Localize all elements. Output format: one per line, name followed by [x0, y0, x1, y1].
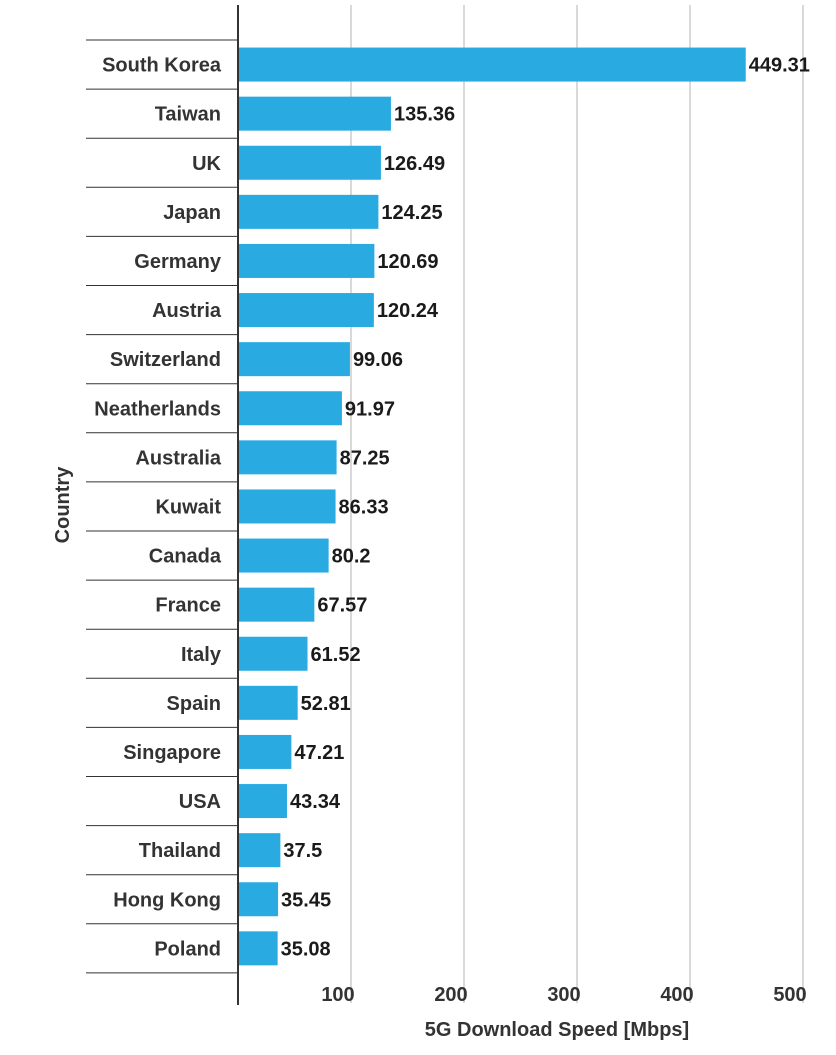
- value-label: 91.97: [345, 398, 395, 420]
- x-tick-label: 100: [321, 984, 354, 1006]
- bar: [238, 931, 278, 966]
- bar: [238, 194, 379, 229]
- value-label: 47.21: [294, 742, 344, 764]
- value-label: 120.69: [377, 251, 438, 273]
- value-label: 35.45: [281, 889, 331, 911]
- category-label: Hong Kong: [113, 889, 221, 911]
- value-label: 37.5: [283, 840, 322, 862]
- bars: [238, 47, 746, 966]
- bar: [238, 440, 337, 475]
- category-label: Switzerland: [110, 349, 221, 371]
- bar: [238, 96, 391, 131]
- x-axis-title: 5G Download Speed [Mbps]: [425, 1019, 689, 1041]
- category-label: USA: [179, 791, 221, 813]
- value-label: 87.25: [340, 447, 390, 469]
- x-tick-label: 400: [660, 984, 693, 1006]
- category-label: Spain: [167, 693, 221, 715]
- value-label: 35.08: [281, 938, 331, 960]
- bar: [238, 243, 375, 278]
- bar: [238, 636, 308, 671]
- bar: [238, 342, 350, 377]
- category-label: France: [155, 595, 221, 617]
- value-label: 99.06: [353, 349, 403, 371]
- bar: [238, 293, 374, 328]
- value-label: 126.49: [384, 153, 445, 175]
- bar: [238, 391, 342, 426]
- category-label: Poland: [154, 938, 221, 960]
- category-label: Kuwait: [155, 496, 221, 518]
- category-label: Italy: [181, 644, 222, 666]
- category-label: Neatherlands: [94, 398, 221, 420]
- value-label: 86.33: [339, 496, 389, 518]
- x-tick-label: 300: [547, 984, 580, 1006]
- value-label: 124.25: [381, 202, 442, 224]
- category-label: Australia: [135, 447, 221, 469]
- bar: [238, 784, 287, 819]
- value-label: 80.2: [332, 546, 371, 568]
- gridlines: [350, 5, 804, 1003]
- category-label: Singapore: [123, 742, 221, 764]
- labels: 100 200 300 400 500 South Korea 449.31 Taiwan 13…: [94, 55, 810, 1006]
- bar: [238, 145, 381, 180]
- y-axis-title: Country: [52, 466, 74, 544]
- value-label: 43.34: [290, 791, 341, 813]
- category-label: UK: [192, 153, 221, 175]
- value-label: 61.52: [311, 644, 361, 666]
- bar: [238, 833, 281, 868]
- value-label: 52.81: [301, 693, 351, 715]
- value-label: 135.36: [394, 104, 455, 126]
- category-label: South Korea: [102, 55, 222, 77]
- x-tick-label: 500: [773, 984, 806, 1006]
- bar: [238, 882, 279, 917]
- bar: [238, 489, 336, 524]
- category-separators: [86, 39, 238, 974]
- bar: [238, 685, 298, 720]
- value-label: 67.57: [317, 595, 367, 617]
- category-label: Taiwan: [155, 104, 221, 126]
- x-tick-label: 200: [434, 984, 467, 1006]
- category-label: Japan: [163, 202, 221, 224]
- bar: [238, 734, 292, 769]
- category-label: Thailand: [139, 840, 221, 862]
- bar: [238, 538, 329, 573]
- value-label: 120.24: [377, 300, 439, 322]
- category-label: Austria: [152, 300, 222, 322]
- category-label: Canada: [149, 546, 222, 568]
- category-label: Germany: [134, 251, 222, 273]
- bar: [238, 47, 746, 82]
- value-label: 449.31: [749, 55, 810, 77]
- bar: [238, 587, 315, 622]
